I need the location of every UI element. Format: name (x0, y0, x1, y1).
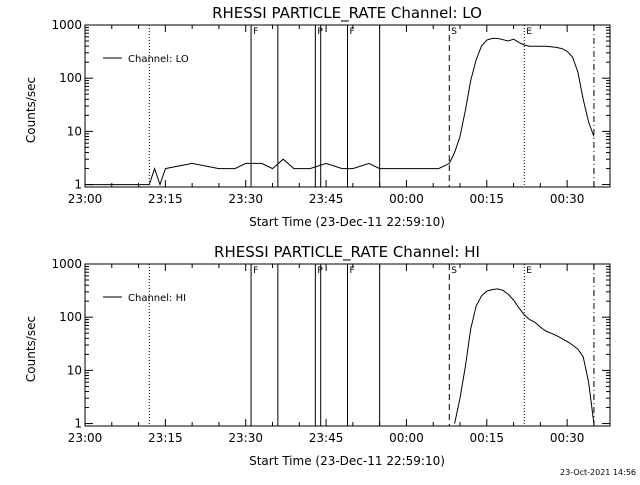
panel-hi-ytick-label: 1000 (51, 257, 82, 271)
panel-lo-xtick-label: 23:30 (228, 192, 263, 206)
panel-hi-marker-label: E (526, 266, 532, 276)
panel-lo-title: RHESSI PARTICLE_RATE Channel: LO (212, 4, 482, 23)
panel-lo-xtick-label: 23:45 (309, 192, 344, 206)
panel-hi-ytick-label: 100 (59, 310, 82, 324)
panel-lo-ticks: 23:00 23:15 23:30 23:45 00:00 00:15 00:30 1 10 10… (51, 18, 610, 206)
panel-lo-xtick-label: 00:00 (389, 192, 424, 206)
panel-hi-xtick-label: 00:30 (550, 431, 585, 445)
panel-hi: RHESSI PARTICLE_RATE Channel: HI Counts/… (24, 243, 611, 468)
panel-lo-ytick-label: 100 (59, 71, 82, 85)
panel-hi-marker-label: F (253, 266, 258, 276)
panel-lo-ylabel: Counts/sec (24, 77, 38, 143)
panel-hi-marker-label: S (451, 266, 457, 276)
panel-hi-xtick-label: 23:30 (228, 431, 263, 445)
panel-hi-ylabel: Counts/sec (24, 316, 38, 382)
panel-lo-xtick-label: 23:15 (148, 192, 183, 206)
panel-hi-xlabel: Start Time (23-Dec-11 22:59:10) (249, 454, 445, 468)
panel-lo-marker-label: F (253, 27, 258, 37)
panel-hi-ytick-label: 10 (67, 363, 82, 377)
panel-hi-xtick-label: 23:00 (68, 431, 103, 445)
panel-hi-plot-frame (84, 263, 611, 427)
panel-lo-xlabel: Start Time (23-Dec-11 22:59:10) (249, 215, 445, 229)
panel-hi-marker-label: F (350, 266, 355, 276)
panel-lo-legend-label: Channel: LO (128, 54, 189, 65)
panel-hi-legend-label: Channel: HI (128, 293, 186, 304)
panel-hi-legend: Channel: HI (103, 293, 186, 304)
panel-lo: RHESSI PARTICLE_RATE Channel: LO Counts/… (24, 4, 611, 229)
panel-lo-ytick-label: 10 (67, 124, 82, 138)
panel-hi-series-line (454, 288, 595, 424)
panel-lo-ytick-label: 1 (74, 178, 82, 192)
footer-timestamp: 23-Oct-2021 14:56 (560, 468, 636, 477)
panel-hi-ytick-label: 1 (74, 417, 82, 431)
panel-lo-plot-frame (84, 24, 611, 188)
panel-hi-xtick-label: 23:45 (309, 431, 344, 445)
panel-lo-marker-label: E (526, 27, 532, 37)
panel-hi-xtick-label: 23:15 (148, 431, 183, 445)
panel-hi-xtick-label: 00:15 (469, 431, 504, 445)
panel-lo-xtick-label: 00:30 (550, 192, 585, 206)
panel-hi-title: RHESSI PARTICLE_RATE Channel: HI (214, 243, 480, 262)
panel-lo-series-line (85, 37, 595, 187)
panel-lo-marker-label: S (451, 27, 457, 37)
panel-hi-xtick-label: 00:00 (389, 431, 424, 445)
panel-lo-marker-label: F (350, 27, 355, 37)
panel-lo-xtick-label: 23:00 (68, 192, 103, 206)
panel-lo-legend: Channel: LO (103, 54, 189, 65)
panel-lo-ytick-label: 1000 (51, 18, 82, 32)
panel-lo-xtick-label: 00:15 (469, 192, 504, 206)
